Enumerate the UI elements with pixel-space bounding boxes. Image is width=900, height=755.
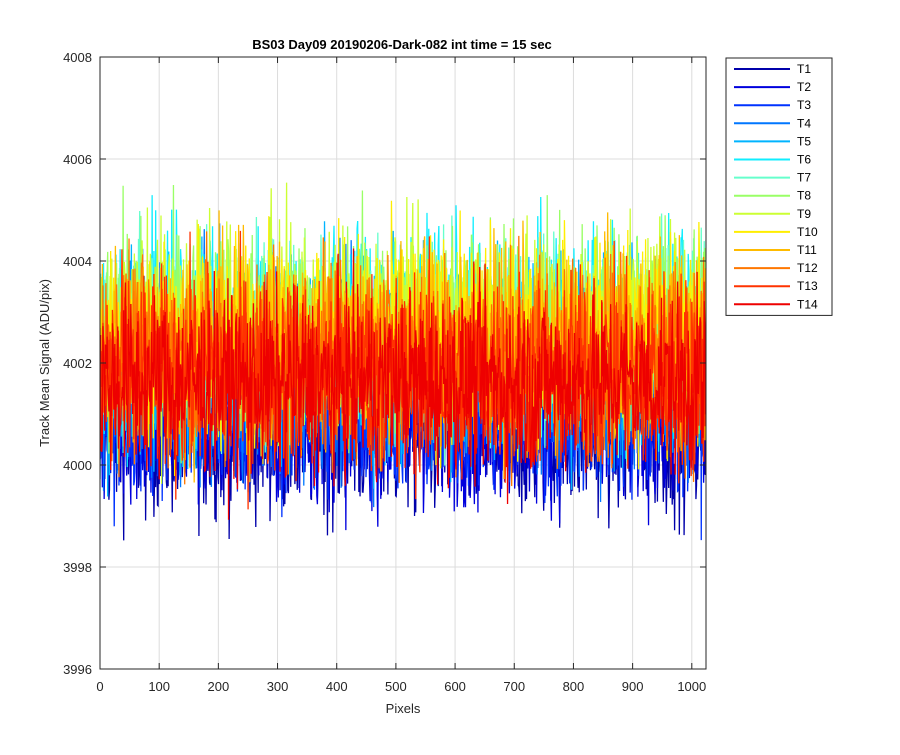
x-tick-label: 300	[267, 679, 289, 694]
y-tick-label: 3996	[63, 662, 92, 677]
legend-label-t1: T1	[797, 62, 811, 76]
series-layer	[100, 182, 706, 541]
x-tick-label: 0	[96, 679, 103, 694]
legend-label-t3: T3	[797, 98, 811, 112]
legend-label-t4: T4	[797, 116, 811, 130]
x-tick-label: 400	[326, 679, 348, 694]
y-tick-label: 4002	[63, 356, 92, 371]
legend-label-t12: T12	[797, 261, 818, 275]
x-tick-label: 500	[385, 679, 407, 694]
x-tick-label: 700	[503, 679, 525, 694]
legend-label-t13: T13	[797, 279, 818, 293]
x-tick-label: 200	[208, 679, 230, 694]
legend-label-t8: T8	[797, 189, 811, 203]
x-tick-label: 800	[563, 679, 585, 694]
legend-label-t14: T14	[797, 297, 818, 311]
legend-label-t2: T2	[797, 80, 811, 94]
x-tick-label: 900	[622, 679, 644, 694]
x-axis-label: Pixels	[386, 701, 421, 716]
legend-label-t11: T11	[797, 243, 817, 257]
legend-label-t7: T7	[797, 171, 811, 185]
x-tick-label: 600	[444, 679, 466, 694]
y-tick-label: 4004	[63, 254, 92, 269]
x-tick-label: 100	[148, 679, 170, 694]
series-line-t14	[100, 248, 706, 520]
y-tick-label: 3998	[63, 560, 92, 575]
legend-label-t10: T10	[797, 225, 818, 239]
y-tick-label: 4000	[63, 458, 92, 473]
chart-title: BS03 Day09 20190206-Dark-082 int time = …	[252, 37, 552, 52]
y-axis-label: Track Mean Signal (ADU/pix)	[37, 279, 52, 447]
x-tick-label: 1000	[677, 679, 706, 694]
legend: T1 T2 T3 T4 T5 T6 T7 T8 T9 T10 T11 T12 T13 T14	[725, 57, 833, 316]
legend-label-t5: T5	[797, 134, 811, 148]
y-tick-label: 4006	[63, 152, 92, 167]
legend-box	[725, 57, 833, 316]
y-tick-label: 4008	[63, 50, 92, 65]
legend-label-t6: T6	[797, 153, 811, 167]
legend-label-t9: T9	[797, 207, 811, 221]
axis-ticks: 0 100 200 300 400 500 600 700 800 900 1000 3996 3998…	[63, 50, 706, 694]
